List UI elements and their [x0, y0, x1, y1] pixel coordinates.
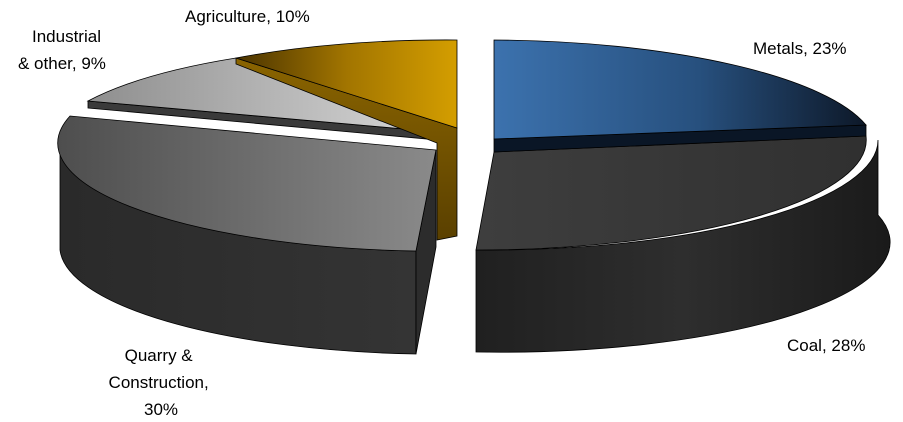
slice-agriculture — [235, 39, 458, 241]
slice-metals — [493, 39, 867, 153]
label-industrial: Industrial & other, 9% — [18, 27, 106, 73]
label-metals: Metals, 23% — [753, 39, 847, 58]
slice-quarry-top — [57, 115, 437, 252]
slice-coal — [475, 135, 891, 353]
slice-metals-top — [493, 39, 867, 140]
label-agriculture: Agriculture, 10% — [185, 7, 310, 26]
slice-quarry — [57, 115, 437, 355]
slice-agriculture-top — [235, 39, 458, 129]
label-coal: Coal, 28% — [787, 336, 865, 355]
slice-coal-top — [475, 135, 867, 251]
label-quarry: Quarry & Construction, 30% — [109, 346, 214, 419]
slice-coal-side — [475, 139, 891, 353]
